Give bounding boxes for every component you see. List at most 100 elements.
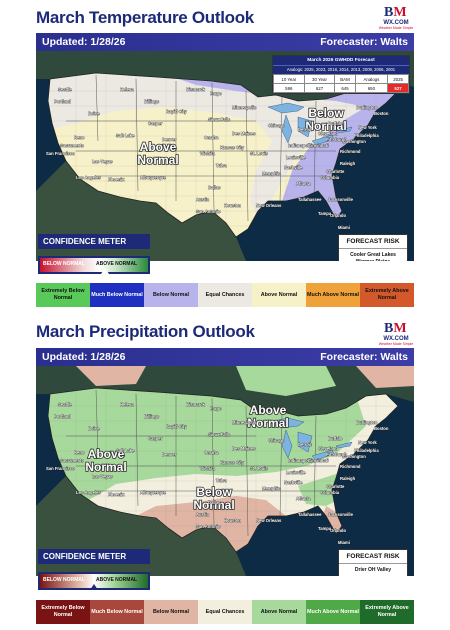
precipitation-city-labels: Seattle Portland Boise Helena Billings Bismar…: [46, 402, 389, 546]
city-label: Philadelphia: [354, 133, 379, 138]
forecast-risk-title: FORECAST RISK: [339, 550, 407, 564]
city-label: Kansas City: [220, 145, 245, 150]
bamwx-logo: BM WX.COM Weather Made Simple: [378, 321, 414, 347]
forecast-risk-box: FORECAST RISK Cooler Great Lakes Warmer …: [338, 234, 408, 261]
city-label: Philadelphia: [354, 448, 379, 453]
city-label: Wichita: [200, 151, 216, 156]
city-label: Cincinnati: [308, 143, 328, 148]
city-label: Raleigh: [340, 476, 356, 481]
legend-above-normal: Above Normal: [252, 283, 306, 307]
city-label: Austin: [196, 512, 209, 517]
map-label-below-line1: Below: [196, 485, 232, 499]
city-label: Portland: [54, 99, 71, 104]
confidence-left-label: BELOW NORMAL: [43, 261, 85, 267]
city-label: Miami: [338, 225, 350, 230]
legend-extremely-above-normal: Extremely Above Normal: [360, 600, 414, 624]
confidence-meter: CONFIDENCE METER: [38, 234, 150, 249]
legend-much-below-normal: Much Below Normal: [90, 283, 144, 307]
confidence-left-label: BELOW NORMAL: [43, 577, 85, 583]
legend-much-below-normal: Much Below Normal: [90, 600, 144, 624]
confidence-meter: CONFIDENCE METER: [38, 549, 150, 564]
city-label: Las Vegas: [92, 474, 113, 479]
city-label: San Antonio: [196, 209, 221, 214]
city-label: Raleigh: [340, 161, 356, 166]
analog-table-title: March 2026 GWHDD Forecast: [273, 56, 409, 65]
city-label: Charlotte: [326, 169, 345, 174]
temperature-title: March Temperature Outlook: [36, 8, 254, 27]
city-label: Louisville: [286, 470, 306, 475]
city-label: Salt Lake: [116, 448, 135, 453]
temperature-header-bar: Updated: 1/28/26 Forecaster: Walts: [36, 33, 414, 51]
city-label: Phoenix: [108, 492, 125, 497]
city-label: Atlanta: [296, 181, 311, 186]
map-label-above-west-line2: Normal: [85, 460, 126, 474]
city-label: Salt Lake: [116, 133, 135, 138]
confidence-bar-wrap: BELOW NORMAL ABOVE NORMAL: [38, 572, 150, 590]
city-label: Reno: [74, 450, 85, 455]
city-label: Fargo: [210, 91, 222, 96]
city-label: Charlotte: [326, 484, 345, 489]
city-label: Boston: [374, 426, 389, 431]
city-label: Helena: [120, 402, 134, 407]
city-label: Richmond: [340, 464, 361, 469]
city-label: Houston: [224, 518, 241, 523]
map-label-above-north-line2: Normal: [247, 416, 288, 430]
map-label-below-line2: Normal: [193, 498, 234, 512]
city-label: Billings: [144, 99, 160, 104]
city-label: Memphis: [262, 171, 281, 176]
city-label: Cleveland: [318, 446, 338, 451]
city-label: Detroit: [298, 442, 312, 447]
city-label: St. Louis: [250, 466, 268, 471]
city-label: Cincinnati: [308, 458, 328, 463]
city-label: Burlington: [356, 420, 378, 425]
city-label: Omaha: [204, 135, 219, 140]
city-label: Houston: [224, 203, 241, 208]
city-label: Minneapolis: [232, 105, 257, 110]
updated-date: Updated: 1/28/26: [42, 351, 126, 363]
confidence-pointer-icon: [90, 584, 98, 590]
city-label: Phoenix: [108, 177, 125, 182]
city-label: Indianapolis: [288, 143, 313, 148]
city-label: Albuquerque: [140, 490, 166, 495]
city-label: Seattle: [58, 87, 72, 92]
city-label: Sioux Falls: [208, 117, 231, 122]
forecast-risk-title: FORECAST RISK: [339, 235, 407, 249]
city-label: Los Angeles: [76, 490, 101, 495]
city-label: Austin: [196, 197, 209, 202]
map-label-above-line2: Normal: [137, 153, 178, 167]
city-label: Boise: [88, 111, 100, 116]
map-label-below-line2: Normal: [305, 119, 346, 133]
city-label: Tulsa: [216, 163, 227, 168]
city-label: Los Angeles: [76, 175, 101, 180]
map-label-above-line1: Above: [140, 140, 177, 154]
legend-much-above-normal: Much Above Normal: [306, 283, 360, 307]
legend-extremely-below-normal: Extremely Below Normal: [36, 600, 90, 624]
confidence-gradient: BELOW NORMAL ABOVE NORMAL: [40, 258, 148, 272]
city-label: San Antonio: [196, 524, 221, 529]
confidence-right-label: ABOVE NORMAL: [96, 261, 138, 267]
legend-extremely-above-normal: Extremely Above Normal: [360, 283, 414, 307]
city-label: Bismarck: [186, 87, 206, 92]
confidence-meter-title: CONFIDENCE METER: [43, 237, 127, 246]
city-label: Memphis: [262, 486, 281, 491]
city-label: Louisville: [286, 155, 306, 160]
city-label: Portland: [54, 414, 71, 419]
legend-below-normal: Below Normal: [144, 283, 198, 307]
city-label: Sacramento: [60, 458, 84, 463]
map-label-above-west-line1: Above: [88, 447, 125, 461]
legend-much-above-normal: Much Above Normal: [306, 600, 360, 624]
city-label: Pittsburgh: [326, 137, 347, 142]
confidence-bar-wrap: BELOW NORMAL ABOVE NORMAL: [38, 256, 150, 274]
city-label: Casper: [148, 436, 163, 441]
precipitation-map: Above Normal Above Normal Below Normal S…: [36, 366, 414, 576]
precipitation-legend: Extremely Below Normal Much Below Normal B…: [36, 600, 414, 624]
city-label: Miami: [338, 540, 350, 545]
city-label: Seattle: [58, 402, 72, 407]
city-label: Bismarck: [186, 402, 206, 407]
confidence-right-label: ABOVE NORMAL: [96, 577, 138, 583]
legend-below-normal: Below Normal: [144, 600, 198, 624]
temperature-city-labels: Seattle Portland Boise Helena Billings Bismar…: [46, 87, 389, 231]
legend-equal-chances: Equal Chances: [198, 283, 252, 307]
city-label: Las Vegas: [92, 159, 113, 164]
city-label: Orlando: [330, 528, 346, 533]
